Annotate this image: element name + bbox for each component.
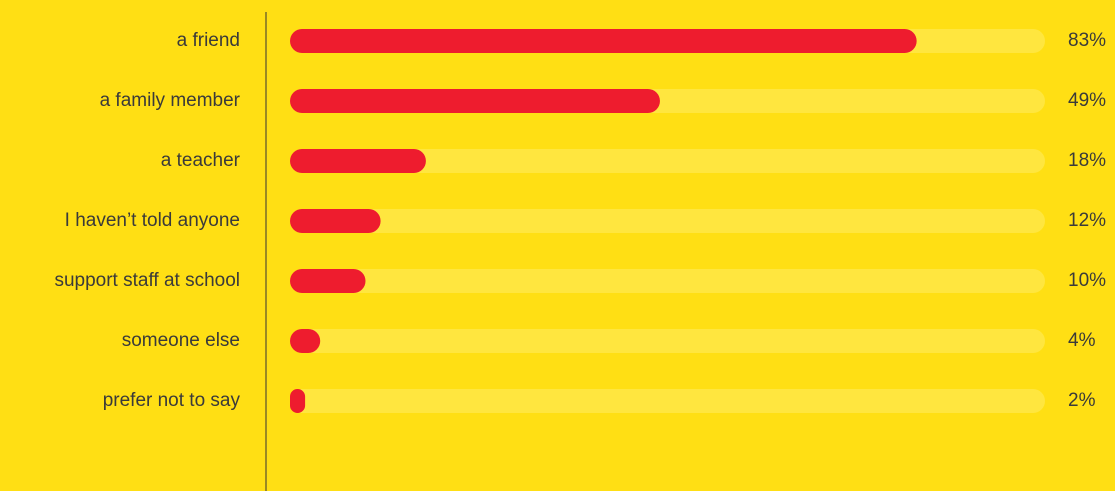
bar-track: [290, 209, 1045, 233]
bar-track: [290, 149, 1045, 173]
bar: [290, 209, 381, 233]
value-label: 83%: [1068, 30, 1106, 51]
bar-track: [290, 269, 1045, 293]
bar: [290, 149, 426, 173]
category-label: someone else: [122, 330, 240, 351]
bar-track: [290, 329, 1045, 353]
bar: [290, 329, 321, 353]
bar-track: [290, 389, 1045, 413]
category-label: I haven’t told anyone: [65, 210, 240, 231]
category-label: a teacher: [161, 150, 241, 171]
category-label: prefer not to say: [103, 390, 241, 411]
value-label: 2%: [1068, 390, 1096, 411]
bar: [290, 389, 306, 413]
value-label: 49%: [1068, 90, 1106, 111]
value-label: 18%: [1068, 150, 1106, 171]
value-label: 12%: [1068, 210, 1106, 231]
category-label: a family member: [100, 90, 241, 111]
value-label: 10%: [1068, 270, 1106, 291]
value-label: 4%: [1068, 330, 1096, 351]
bar: [290, 89, 660, 113]
bar: [290, 29, 917, 53]
bar: [290, 269, 366, 293]
category-label: a friend: [177, 30, 240, 51]
category-label: support staff at school: [54, 270, 240, 291]
